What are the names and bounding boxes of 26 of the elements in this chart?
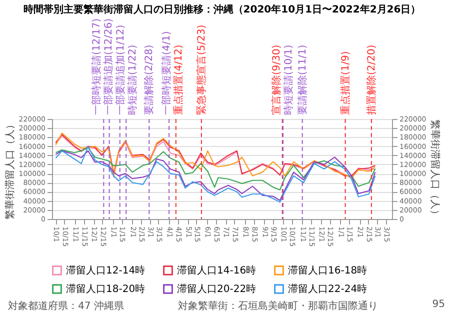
ref-line-label: 重点措置(1/9) bbox=[339, 51, 352, 115]
ref-line-label: 要請解除(2/28) bbox=[143, 44, 156, 115]
text: 対象繁華街：石垣島美崎町・那覇市国際通り bbox=[178, 300, 378, 313]
legend-label: 滞留人口14-16時 bbox=[177, 264, 256, 276]
legend-label: 滞留人口20-22時 bbox=[177, 283, 256, 295]
text: 対象都道府県：47 沖縄県 bbox=[8, 300, 124, 313]
ref-line-label: 一部時短要請(4/1) bbox=[160, 31, 172, 115]
ref-line-label: 緊急事態宣言(5/23) bbox=[195, 24, 208, 115]
ref-line-label: 時短要請(1/22) bbox=[126, 44, 139, 115]
ref-line-label: 要請解除(11/1) bbox=[296, 44, 308, 115]
ref-line-label: 措置解除(2/20) bbox=[365, 44, 378, 115]
legend-label: 滞留人口22-24時 bbox=[288, 283, 368, 295]
ref-line-label: 一部要請追加(1/12) bbox=[114, 24, 127, 115]
y-axis-title: 繁華街滞留人口（人） bbox=[4, 120, 16, 220]
line-series bbox=[55, 147, 376, 190]
legend-label: 滞留人口16-18時 bbox=[288, 264, 368, 276]
y2-axis-title: 繁華街滞留人口（人） bbox=[429, 120, 442, 220]
chart-title: 時間帯別主要繁華街滞留人口の日別推移：沖縄（2020年10月1日〜2022年2月26日） bbox=[23, 3, 421, 16]
ref-line-label: 一部時短要請(12/17) bbox=[90, 18, 103, 115]
ref-line-label: 重点措置(4/12) bbox=[172, 44, 184, 115]
legend-label: 滞留人口12-14時 bbox=[66, 264, 146, 276]
ref-line-label: 時短要請(10/1) bbox=[282, 44, 295, 115]
ref-line-label: 宣言解除(9/30) bbox=[270, 44, 283, 115]
text: 95 bbox=[432, 299, 445, 312]
legend-label: 滞留人口18-20時 bbox=[66, 283, 146, 295]
ref-line-label: 一部要請追加(12/26) bbox=[102, 18, 115, 115]
